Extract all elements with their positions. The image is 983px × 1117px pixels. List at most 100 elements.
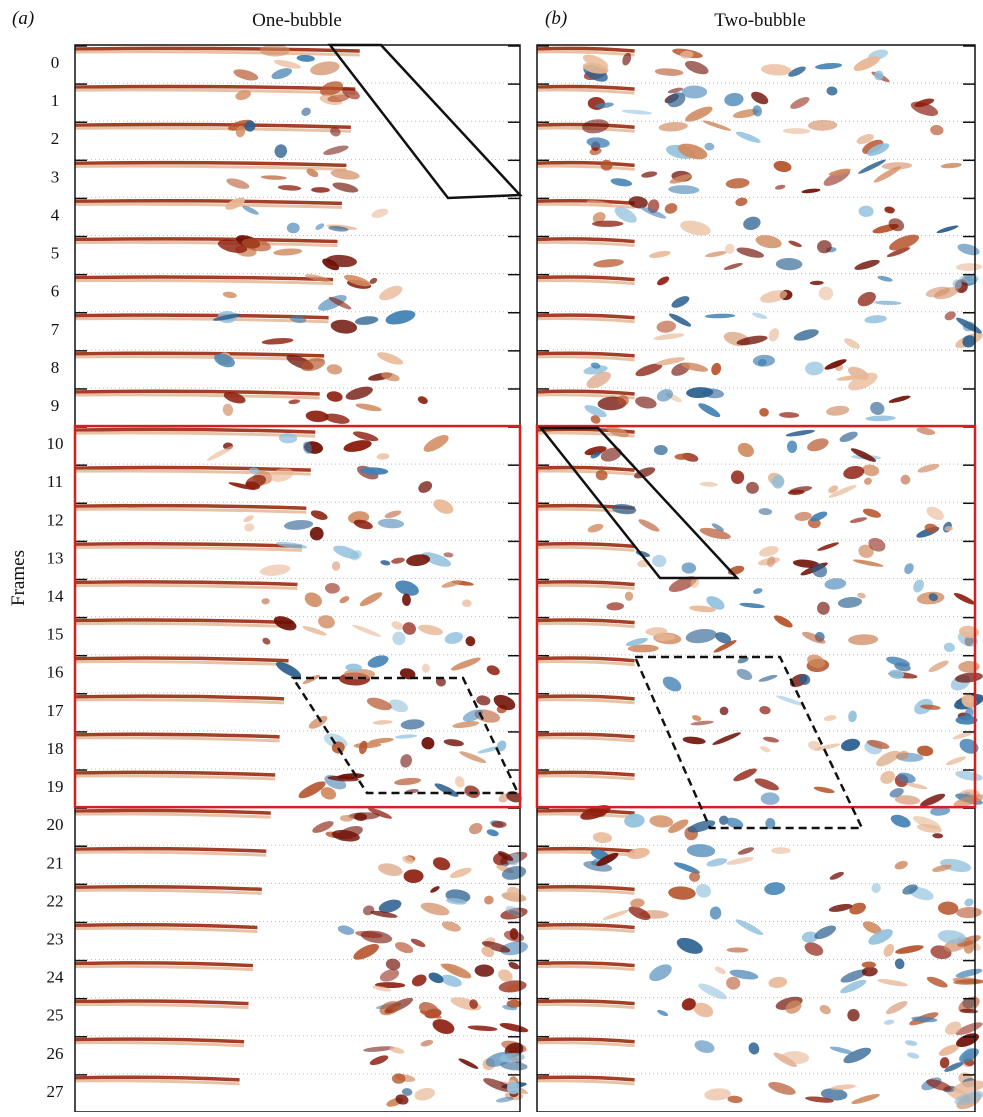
vortex: [378, 967, 401, 984]
vortex: [779, 412, 799, 418]
vortex: [309, 59, 341, 77]
vortex: [261, 636, 271, 646]
vortex: [956, 263, 982, 271]
vortex: [592, 831, 612, 843]
vortex: [376, 350, 405, 367]
vortex: [958, 661, 980, 673]
vortex: [417, 623, 444, 637]
shear-layer-halo: [537, 776, 635, 779]
vortex: [300, 106, 312, 118]
vortex: [895, 943, 925, 955]
shear-layer-halo: [537, 966, 635, 969]
shear-layer-halo: [537, 852, 635, 855]
vortex: [682, 85, 708, 98]
vortex: [652, 555, 667, 568]
vortex: [302, 590, 324, 610]
frame-label: 11: [47, 472, 63, 491]
vortex: [646, 961, 674, 985]
shear-layer-halo: [75, 395, 320, 398]
shear-layer-halo: [537, 585, 635, 588]
vortex: [668, 185, 699, 195]
vortex: [899, 473, 912, 486]
frame-label: 0: [51, 53, 60, 72]
vortex: [772, 613, 794, 630]
vortex: [924, 504, 946, 523]
vortex: [681, 562, 696, 574]
shear-layer-halo: [537, 52, 635, 55]
frame-label: 21: [47, 853, 64, 872]
vortex: [410, 937, 427, 949]
vortex: [956, 907, 982, 919]
vortex: [270, 66, 293, 81]
vortex: [930, 124, 944, 136]
vortex: [413, 1086, 436, 1103]
vortex: [337, 924, 356, 937]
shear-layer-halo: [537, 242, 635, 245]
vortex: [877, 275, 893, 283]
shear-layer-halo: [75, 623, 293, 626]
vortex: [841, 1045, 873, 1067]
vortex: [861, 463, 880, 477]
vortex: [711, 731, 741, 747]
vortex: [724, 92, 745, 107]
vortex: [710, 906, 722, 919]
vortex: [377, 283, 404, 303]
vortex: [287, 222, 300, 233]
vortex: [384, 308, 417, 327]
vortex: [261, 598, 270, 605]
vortex: [410, 972, 428, 988]
frame-label: 15: [47, 625, 64, 644]
vortex: [579, 802, 613, 823]
frame-label: 9: [51, 396, 60, 415]
vortex: [823, 714, 836, 722]
vortex: [390, 620, 405, 632]
vortex: [916, 426, 936, 436]
vortex: [622, 109, 653, 116]
vortex: [404, 869, 424, 883]
vortex: [747, 1041, 761, 1056]
vortex: [726, 855, 755, 866]
frame-label: 23: [47, 929, 64, 948]
y-label: Frames: [8, 550, 29, 606]
vortex: [384, 509, 402, 520]
vortex: [816, 601, 831, 616]
frame-label: 7: [51, 320, 60, 339]
vortex: [785, 429, 815, 438]
vortex: [399, 753, 414, 769]
vortex: [355, 402, 382, 413]
vortex: [259, 563, 291, 577]
vortex: [775, 694, 805, 708]
vortex: [731, 470, 744, 484]
vortex: [917, 462, 941, 474]
frame-label: 13: [47, 548, 64, 567]
shear-layer-halo: [537, 166, 635, 169]
vortex: [634, 395, 658, 411]
vortex: [475, 694, 491, 706]
vortex: [400, 718, 425, 730]
vortex: [926, 975, 949, 990]
frame-label: 24: [47, 968, 65, 987]
frame-label: 25: [47, 1006, 64, 1025]
shear-layer-halo: [537, 319, 635, 322]
vortex: [805, 361, 825, 376]
vortex: [705, 250, 727, 259]
frame-label: 26: [47, 1044, 64, 1063]
shear-layer-halo: [537, 471, 635, 474]
panel-label: (a): [12, 8, 34, 29]
vortex: [863, 476, 873, 486]
shear-layer-halo: [537, 928, 635, 931]
shear-layer-halo: [75, 890, 262, 893]
vortex: [783, 128, 810, 134]
vortex: [330, 318, 358, 334]
frame-label: 18: [47, 739, 64, 758]
vortex: [767, 327, 781, 343]
vortex: [735, 197, 749, 208]
vortex: [864, 314, 887, 324]
vortex: [749, 89, 770, 107]
vortex: [332, 561, 340, 571]
panel-title: One-bubble: [252, 10, 342, 31]
vortex: [862, 961, 876, 968]
vortex: [324, 412, 351, 426]
vortex: [742, 215, 762, 232]
vortex: [793, 327, 820, 343]
